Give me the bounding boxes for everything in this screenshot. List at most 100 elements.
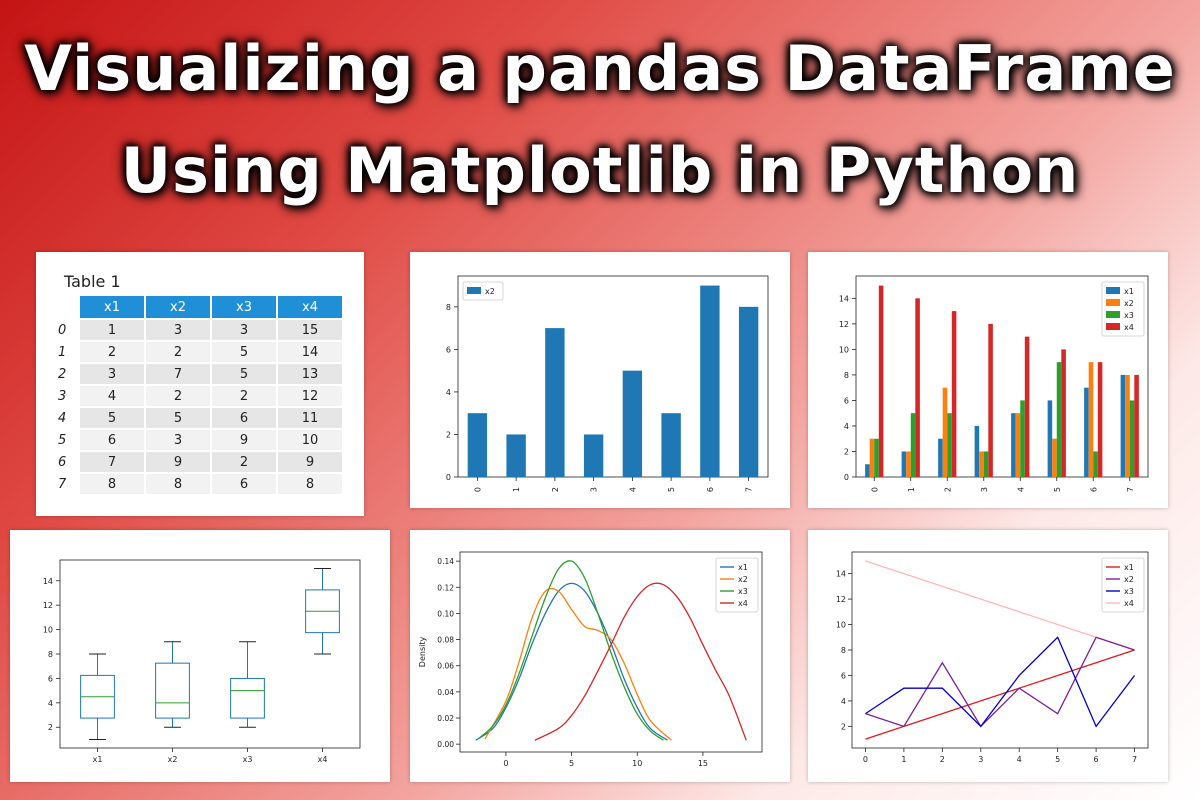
y-tick-label: 4	[48, 699, 53, 708]
table-cell: 3	[146, 430, 210, 450]
bar	[865, 464, 870, 477]
table-cell: 9	[212, 430, 276, 450]
table-cell: 2	[212, 386, 276, 406]
bar	[1088, 362, 1094, 477]
legend-label: x3	[1124, 311, 1134, 320]
bar	[1047, 400, 1053, 477]
bar	[942, 387, 948, 477]
table-row: 4 5 5 6 11	[54, 408, 342, 428]
table-cell: 3	[80, 364, 144, 384]
table-row-index: 6	[58, 454, 67, 470]
table-cell: 1	[80, 320, 144, 340]
table-cell: 8	[278, 474, 342, 494]
bar	[901, 451, 907, 477]
bar	[1097, 362, 1103, 477]
legend-label: x1	[1124, 287, 1134, 296]
table-row: 3 4 2 2 12	[54, 386, 342, 406]
x-tick-label: 2	[943, 487, 952, 492]
x-tick-label: 4	[628, 487, 637, 492]
table-title: Table 1	[64, 272, 121, 291]
y-tick-label: 4	[446, 388, 451, 397]
y-tick-label: 10	[43, 626, 53, 635]
y-tick-label: 2	[844, 447, 849, 456]
y-tick-label: 12	[836, 595, 846, 604]
bar	[938, 438, 943, 477]
y-tick-label: 0.12	[437, 583, 454, 592]
table-cell: 5	[212, 342, 276, 362]
bar	[1134, 374, 1139, 477]
y-tick-label: 8	[844, 371, 849, 380]
bar	[506, 434, 526, 477]
density-line	[484, 587, 672, 741]
series-line	[865, 636, 1136, 728]
legend-box	[1101, 557, 1145, 613]
y-tick-label: 2	[446, 430, 451, 439]
x-tick-label: 6	[706, 487, 715, 492]
table-cell: 7	[80, 452, 144, 472]
bar	[1020, 400, 1025, 477]
y-tick-label: 0.06	[437, 662, 454, 671]
table-row: 0 1 3 3 15	[54, 320, 342, 340]
table-row-index: 0	[58, 322, 67, 338]
y-tick-label: 8	[446, 303, 451, 312]
table-cell: 2	[80, 342, 144, 362]
box-plot-panel: 2 4 6 8 10 12 14 x1 x2 x3 x4	[10, 530, 390, 782]
bar	[874, 438, 879, 477]
table-cell: 6	[212, 474, 276, 494]
table-cell: 6	[212, 408, 276, 428]
x-tick-label: 4	[1016, 487, 1025, 492]
x-tick-label: x4	[318, 755, 328, 764]
table-cell: 2	[146, 342, 210, 362]
legend-box	[715, 557, 759, 613]
x-tick-label: 0	[473, 487, 482, 492]
y-tick-label: 12	[839, 320, 849, 329]
x-tick-label: 5	[1053, 487, 1062, 492]
bar	[1052, 438, 1057, 477]
table-cell: 8	[146, 474, 210, 494]
box	[230, 677, 265, 719]
y-tick-label: 0.00	[437, 740, 454, 749]
x-tick-label: 0	[870, 487, 879, 492]
y-tick-label: 0.02	[437, 714, 454, 723]
bar	[1120, 374, 1126, 477]
legend-label: x4	[1124, 599, 1134, 608]
bar	[1024, 336, 1030, 477]
bar	[622, 370, 643, 477]
legend-label: x2	[738, 575, 748, 584]
y-tick-label: 14	[836, 570, 846, 579]
bar	[906, 451, 911, 477]
y-tick-label: 0.08	[437, 636, 454, 645]
legend-swatch	[1106, 287, 1120, 294]
bar	[869, 438, 875, 477]
table-row-index: 7	[58, 476, 67, 492]
bar	[1015, 413, 1021, 477]
legend-label: x2	[1124, 299, 1134, 308]
series-line	[865, 649, 1135, 740]
table-cell: 2	[146, 386, 210, 406]
bar	[467, 413, 488, 477]
y-tick-label: 14	[839, 294, 849, 303]
bar-chart: 0 2 4 6 8 0 1 2 3 4 5 6 7 x2	[446, 275, 769, 492]
table-column-header: x4	[278, 296, 342, 318]
table-cell: 5	[80, 408, 144, 428]
x-tick-label: 15	[698, 759, 708, 768]
x-tick-label: 7	[1132, 755, 1137, 764]
table-cell: 2	[212, 452, 276, 472]
x-tick-label: 6	[1094, 755, 1099, 764]
plot-frame	[855, 275, 1149, 478]
table-index-header	[54, 296, 78, 318]
y-tick-label: 0.10	[437, 609, 454, 618]
x-tick-label: x1	[93, 755, 103, 764]
table-column-header: x1	[80, 296, 144, 318]
bar	[1056, 362, 1062, 477]
table-cell: 7	[146, 364, 210, 384]
y-tick-label: 10	[836, 621, 846, 630]
x-tick-label: 1	[512, 487, 521, 492]
table-row: 1 2 2 5 14	[54, 342, 342, 362]
x-tick-label: 3	[978, 755, 983, 764]
table-cell: 14	[278, 342, 342, 362]
bar	[910, 413, 916, 477]
x-tick-label: 0	[863, 755, 868, 764]
